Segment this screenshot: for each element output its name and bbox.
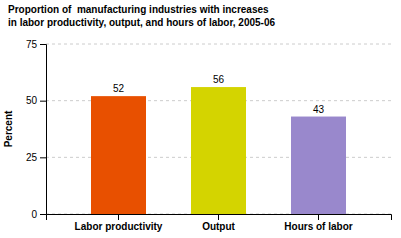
tick-label: Output bbox=[202, 221, 235, 232]
tick-mark bbox=[218, 214, 219, 220]
tick-label: 75 bbox=[26, 39, 38, 50]
grid-line bbox=[46, 44, 391, 45]
chart: Proportion of manufacturing industries w… bbox=[0, 0, 401, 238]
tick-label: 0 bbox=[31, 209, 37, 220]
tick: Hours of labor bbox=[284, 214, 352, 232]
data-label: 52 bbox=[113, 83, 125, 94]
tick-label: Hours of labor bbox=[284, 221, 352, 232]
tick-label: 25 bbox=[26, 152, 38, 163]
tick-mark bbox=[40, 101, 46, 102]
tick-mark bbox=[40, 44, 46, 45]
title: Proportion of manufacturing industries w… bbox=[8, 4, 276, 28]
tick: 25 bbox=[26, 152, 46, 163]
tick-mark bbox=[318, 214, 319, 220]
axis-line bbox=[40, 45, 47, 215]
tick: 75 bbox=[26, 39, 46, 50]
data-labels: 52 56 43 bbox=[113, 74, 325, 114]
bar bbox=[91, 96, 146, 214]
tick-label: Labor productivity bbox=[75, 221, 163, 232]
data-label: 56 bbox=[213, 74, 225, 85]
title-line: in labor productivity, output, and hours… bbox=[8, 17, 276, 28]
title-line: Proportion of manufacturing industries w… bbox=[8, 4, 269, 15]
bar bbox=[291, 117, 346, 214]
tick-label: 50 bbox=[26, 95, 38, 106]
tick-mark bbox=[40, 157, 46, 158]
tick-mark bbox=[118, 214, 119, 220]
data-label: 43 bbox=[313, 104, 325, 115]
plot: 52 56 43 Labor productivity Output Hours of l… bbox=[26, 39, 392, 232]
bars bbox=[91, 87, 346, 214]
tick: Output bbox=[202, 214, 235, 232]
axis-title: Percent bbox=[3, 110, 14, 147]
y-axis: 0 25 50 75 bbox=[26, 39, 47, 220]
x-axis: Labor productivity Output Hours of labor bbox=[47, 214, 392, 232]
tick: Labor productivity bbox=[75, 214, 163, 232]
tick-mark bbox=[40, 214, 46, 215]
axis-line bbox=[47, 215, 392, 221]
grid bbox=[46, 44, 391, 214]
tick: 50 bbox=[26, 95, 46, 106]
bar bbox=[191, 87, 246, 214]
tick: 0 bbox=[31, 209, 46, 220]
